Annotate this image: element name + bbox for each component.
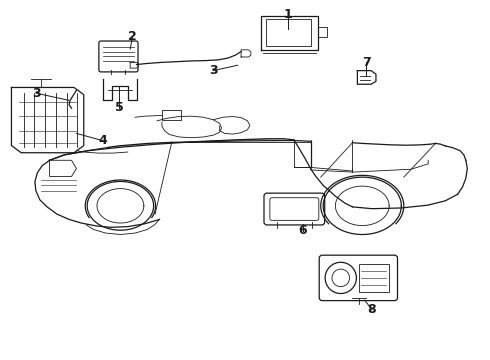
Text: 5: 5 [115, 101, 124, 114]
Text: 6: 6 [298, 224, 307, 238]
Bar [162, 110, 180, 120]
Text: 1: 1 [283, 8, 292, 21]
Text: 8: 8 [368, 303, 376, 316]
Text: 2: 2 [128, 30, 137, 43]
Bar [266, 19, 311, 46]
Text: 4: 4 [98, 134, 107, 147]
Text: 3: 3 [209, 64, 218, 77]
Text: 3: 3 [32, 87, 41, 100]
Bar [359, 264, 389, 292]
Text: 7: 7 [362, 56, 370, 69]
